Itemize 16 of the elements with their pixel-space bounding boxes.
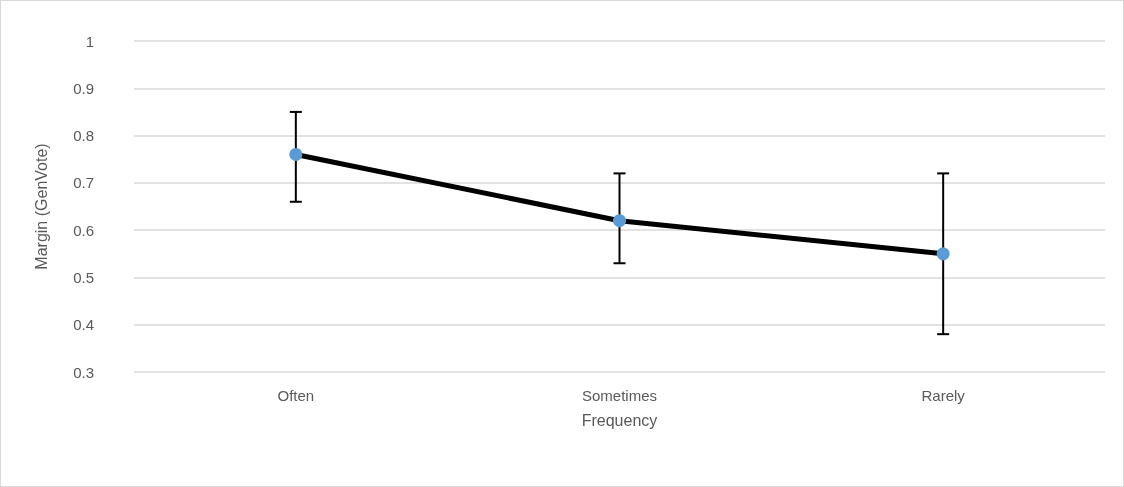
y-tick-label: 0.9 xyxy=(73,79,94,97)
x-tick-label: Rarely xyxy=(921,387,966,404)
y-tick-label: 0.6 xyxy=(73,221,94,239)
y-tick-label: 0.8 xyxy=(73,127,94,145)
y-tick-label: 0.3 xyxy=(73,363,94,381)
y-tick-label: 0.4 xyxy=(73,316,94,334)
x-tick-label: Sometimes xyxy=(581,387,658,404)
x-axis-title: Frequency xyxy=(581,411,658,429)
point xyxy=(936,247,950,261)
y-tick-label: 1 xyxy=(85,32,94,50)
point xyxy=(289,147,303,161)
y-tick-label: 0.7 xyxy=(73,174,94,192)
y-axis-title: Margin (GenVote) xyxy=(32,143,50,270)
y-tick-label: 0.5 xyxy=(73,268,94,286)
point xyxy=(613,214,626,228)
x-tick-label: Often xyxy=(277,387,315,404)
